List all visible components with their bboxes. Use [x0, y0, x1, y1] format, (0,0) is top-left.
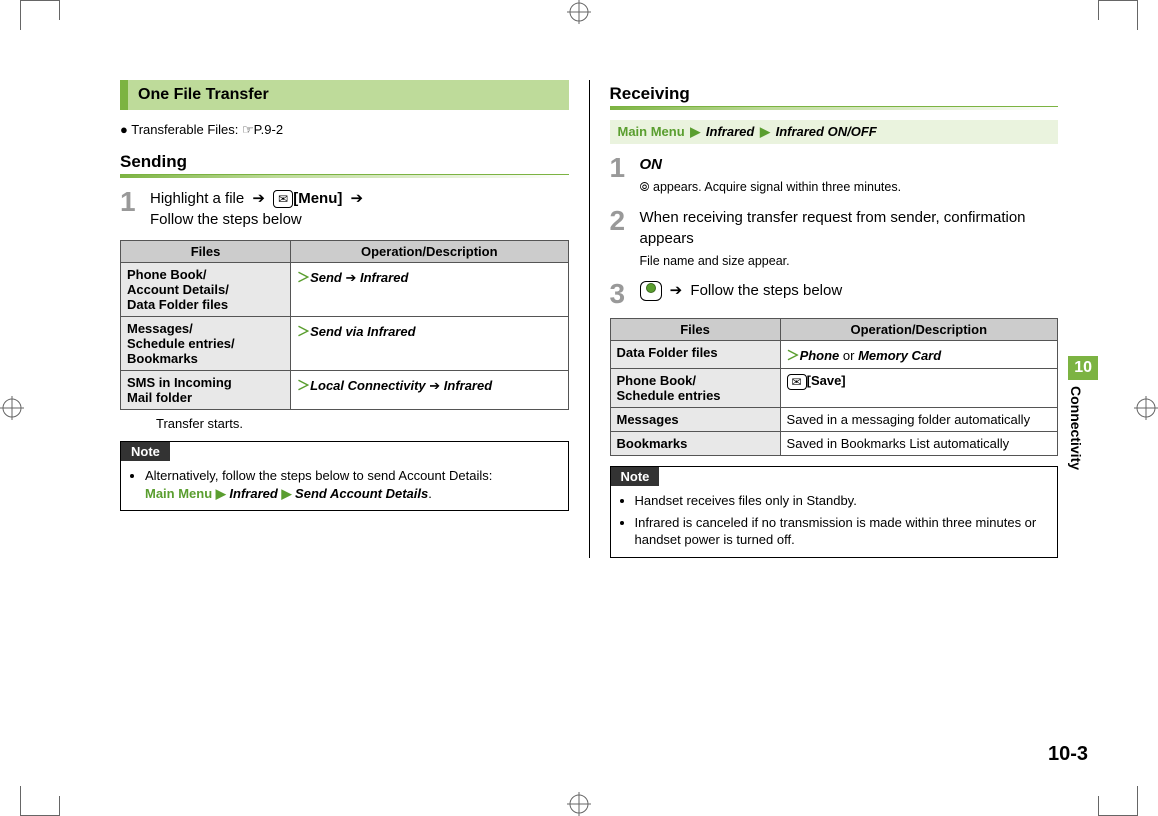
table-row: SMS in IncomingMail folder ＞Local Connec… [121, 371, 569, 410]
table-header-operation: Operation/Description [291, 241, 568, 263]
ok-button-icon [640, 281, 662, 300]
mail-button-icon: ✉ [273, 190, 293, 209]
receiving-step-2: 2 When receiving transfer request from s… [610, 207, 1059, 271]
note-label: Note [121, 442, 170, 461]
page-number: 10-3 [1048, 743, 1088, 766]
nav-arrow-icon: ▶ [690, 124, 700, 139]
arrow-icon: ➔ [351, 190, 364, 207]
chapter-number: 10 [1068, 356, 1098, 380]
signal-icon: ⦾ [640, 180, 650, 194]
table-header-operation: Operation/Description [780, 319, 1057, 341]
arrow-icon: ➔ [252, 190, 265, 207]
mail-button-icon: ✉ [787, 374, 807, 390]
table-row: Bookmarks Saved in Bookmarks List automa… [610, 432, 1058, 456]
nav-path: Main Menu ▶ Infrared ▶ Infrared ON/OFF [610, 120, 1059, 144]
left-column: One File Transfer Transferable Files: ☞P… [100, 80, 590, 558]
receiving-table: Files Operation/Description Data Folder … [610, 318, 1059, 456]
transfer-starts: Transfer starts. [156, 416, 569, 431]
table-header-files: Files [610, 319, 780, 341]
receiving-step-1: 1 ON ⦾ appears. Acquire signal within th… [610, 154, 1059, 197]
registration-mark-icon [0, 396, 24, 420]
sending-heading: Sending [120, 152, 569, 172]
sending-table: Files Operation/Description Phone Book/A… [120, 240, 569, 410]
chapter-tab: 10 Connectivity [1068, 356, 1098, 470]
table-row: Messages/Schedule entries/Bookmarks ＞Sen… [121, 317, 569, 371]
pointer-icon: ☞ [242, 122, 254, 138]
chapter-label: Connectivity [1068, 386, 1084, 470]
table-row: Messages Saved in a messaging folder aut… [610, 408, 1058, 432]
receiving-heading: Receiving [610, 84, 1059, 104]
registration-mark-icon [567, 0, 591, 24]
nav-arrow-icon: ▶ [760, 124, 770, 139]
table-row: Phone Book/Account Details/Data Folder f… [121, 263, 569, 317]
receiving-step-3: 3 ➔ Follow the steps below [610, 280, 1059, 308]
arrow-icon: ➔ [670, 282, 683, 299]
registration-mark-icon [567, 792, 591, 816]
table-row: Phone Book/Schedule entries ✉[Save] [610, 369, 1058, 408]
sending-note-box: Note Alternatively, follow the steps bel… [120, 441, 569, 511]
note-label: Note [611, 467, 660, 486]
nav-arrow-icon: ▶ [281, 486, 295, 501]
table-header-files: Files [121, 241, 291, 263]
transferable-files-line: Transferable Files: ☞P.9-2 [120, 122, 569, 138]
table-row: Data Folder files ＞Phone or Memory Card [610, 341, 1058, 369]
sending-step-1: 1 Highlight a file ➔ ✉[Menu] ➔ Follow th… [120, 188, 569, 230]
right-column: Receiving Main Menu ▶ Infrared ▶ Infrare… [590, 80, 1079, 558]
receiving-note-box: Note Handset receives files only in Stan… [610, 466, 1059, 558]
gradient-divider [610, 106, 1059, 110]
nav-arrow-icon: ▶ [216, 486, 230, 501]
registration-mark-icon [1134, 396, 1158, 420]
section-title: One File Transfer [120, 80, 569, 110]
gradient-divider [120, 174, 569, 178]
